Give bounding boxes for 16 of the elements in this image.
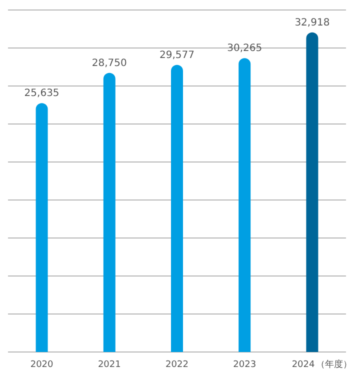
bar [238,58,251,352]
bar [103,72,116,352]
data-label: 29,577 [160,50,194,61]
x-tick-label: 2023 [233,360,256,370]
bar [171,64,183,352]
bar [36,103,48,352]
x-tick-label: 2024 [292,360,315,370]
x-tick-label: 2022 [166,360,188,370]
bar [306,32,318,352]
x-tick-label: 2021 [98,360,121,370]
x-axis-title: （年度） [316,359,352,370]
data-label: 25,635 [24,88,60,100]
data-label: 32,918 [294,17,330,28]
data-label: 28,750 [92,58,127,69]
x-tick-label: 2020 [30,360,54,370]
data-label: 30,265 [227,43,262,54]
